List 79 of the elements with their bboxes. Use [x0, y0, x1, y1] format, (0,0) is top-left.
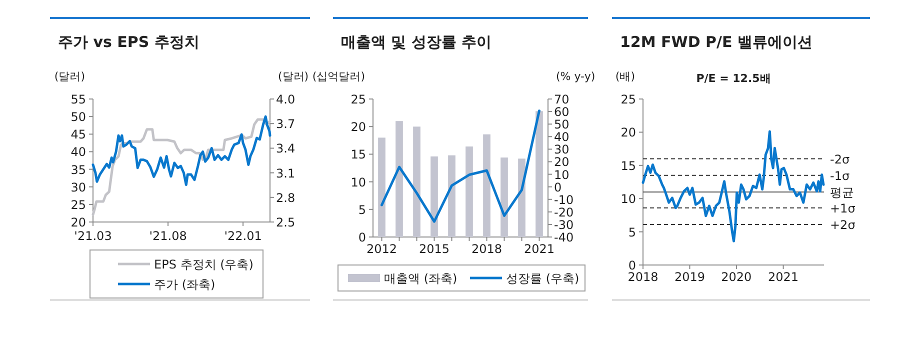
line-series	[380, 110, 540, 223]
x-tick-label: 2018	[628, 270, 658, 284]
y-tick-label: 40	[70, 145, 86, 160]
y-tick-label: 20	[350, 120, 366, 134]
y-tick-label: 0	[628, 258, 636, 272]
legend-label: EPS 추정치 (우축)	[154, 258, 254, 272]
y-axis-title: (십억달러)	[312, 70, 365, 83]
y2-tick-label: 2.8	[276, 190, 296, 205]
y2-axis-title: (% y-y)	[556, 70, 596, 83]
ref-line-label: +2σ	[830, 218, 856, 232]
y-tick-label: 5	[358, 202, 366, 217]
y2-tick-label: 40	[554, 130, 570, 144]
ref-line-label: 평균	[830, 185, 854, 200]
y2-axis-title: (달러)	[278, 70, 309, 83]
x-tick-label: 2018	[471, 242, 502, 256]
legend-label: 성장률 (우축)	[506, 272, 580, 286]
y-axis-title: (달러)	[54, 70, 85, 83]
bar	[448, 155, 456, 237]
x-tick-label: 2021	[768, 270, 799, 284]
y-tick-label: 55	[70, 92, 86, 106]
y-tick-label: 45	[70, 128, 86, 142]
y-tick-label: 5	[628, 225, 636, 240]
y-tick-label: 20	[620, 126, 636, 140]
y2-tick-label: 60	[554, 105, 570, 120]
y-tick-label: 10	[620, 192, 636, 206]
chart-title: 12M FWD P/E 밸류에이션	[620, 33, 812, 51]
bar	[536, 111, 543, 237]
line-series	[642, 130, 825, 242]
y-tick-label: 0	[358, 230, 366, 244]
y2-tick-label: 10	[554, 168, 570, 182]
bar	[500, 158, 508, 237]
y-tick-label: 25	[620, 92, 636, 106]
legend-label: 주가 (좌축)	[154, 278, 216, 292]
x-tick-label: 2021	[524, 242, 555, 256]
y2-tick-label: 70	[554, 92, 570, 106]
y2-tick-label: -40	[554, 230, 574, 244]
y2-tick-label: 3.4	[276, 142, 296, 156]
x-tick-label: '21.08	[149, 229, 187, 243]
x-tick-label: 2020	[721, 270, 752, 284]
y2-tick-label: 0	[554, 180, 562, 194]
bar	[430, 156, 438, 237]
x-tick-label: '21.03	[74, 229, 112, 243]
y-tick-label: 15	[350, 148, 366, 162]
y2-tick-label: 30	[554, 142, 570, 157]
y2-tick-label: 3.1	[276, 166, 296, 180]
y2-tick-label: 50	[554, 118, 570, 132]
x-tick-label: 2019	[674, 270, 705, 284]
y-tick-label: 50	[70, 110, 86, 124]
y-tick-label: 35	[70, 162, 86, 177]
ref-line-label: -1σ	[830, 168, 850, 183]
y2-tick-label: -30	[554, 218, 574, 232]
y2-tick-label: -20	[554, 205, 574, 220]
y-tick-label: 25	[350, 92, 366, 106]
y-tick-label: 25	[70, 198, 86, 212]
y2-tick-label: 20	[554, 155, 570, 170]
x-tick-label: '22.01	[224, 229, 262, 243]
ref-line-label: -2σ	[830, 152, 850, 166]
x-tick-label: 2012	[366, 242, 398, 256]
y-tick-label: 20	[70, 216, 86, 230]
bar	[413, 126, 420, 237]
y-tick-label: 30	[70, 180, 86, 194]
legend-label: 매출액 (좌축)	[384, 272, 458, 286]
bar	[378, 138, 386, 237]
chart-title: 주가 vs EPS 추정치	[58, 33, 200, 51]
y2-tick-label: 2.5	[276, 216, 296, 230]
chart-title: 매출액 및 성장률 추이	[341, 33, 492, 51]
x-tick-label: 2015	[418, 242, 450, 256]
y2-tick-label: 4.0	[276, 92, 296, 106]
y-tick-label: 10	[350, 175, 366, 190]
y-tick-label: 15	[620, 158, 636, 173]
y2-tick-label: -10	[554, 192, 574, 207]
bar	[483, 134, 490, 237]
bar	[466, 146, 473, 237]
y-axis-title: (배)	[615, 70, 635, 83]
line-series	[92, 115, 272, 186]
chart-subtitle: P/E = 12.5배	[696, 72, 771, 85]
bar	[396, 121, 403, 237]
y2-tick-label: 3.7	[276, 117, 296, 132]
ref-line-label: +1σ	[830, 201, 856, 216]
